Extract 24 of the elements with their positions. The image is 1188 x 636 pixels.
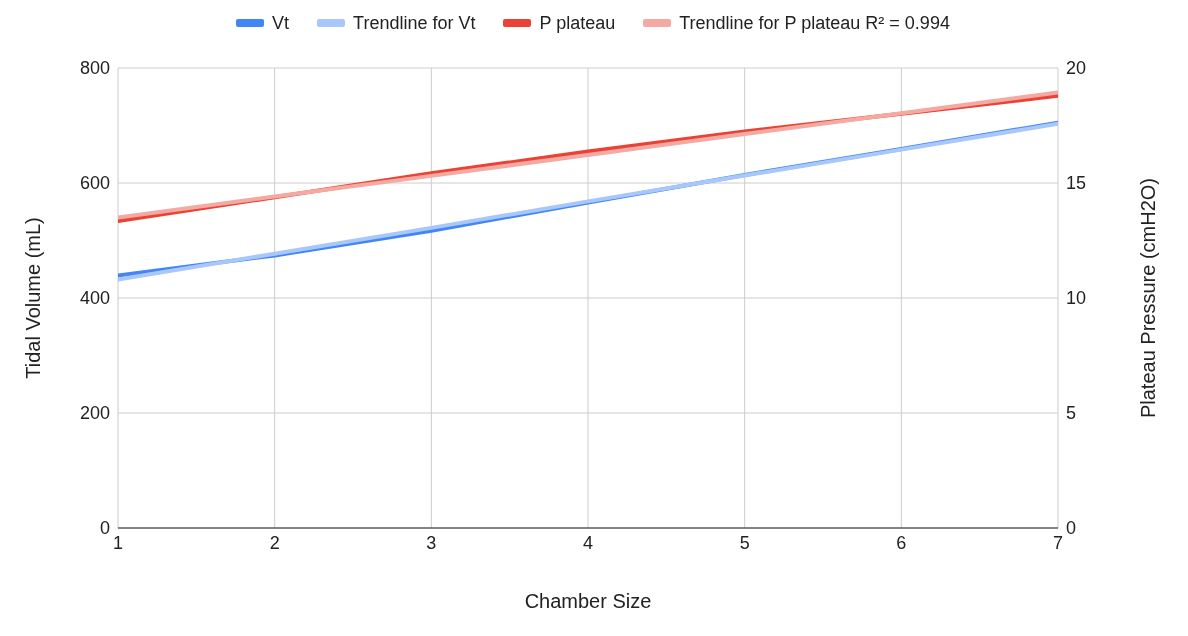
y2-tick-label: 15: [1066, 173, 1087, 194]
legend-label: Trendline for P plateau R² = 0.994: [679, 12, 950, 34]
y-tick-label: 400: [79, 288, 110, 309]
legend-label: P plateau: [539, 12, 616, 34]
x-tick-label: 7: [1052, 532, 1064, 553]
y-tick-label: 0: [99, 518, 110, 539]
x-tick-label: 5: [739, 532, 750, 553]
x-tick-label: 4: [582, 532, 594, 553]
y2-tick-label: 10: [1066, 288, 1087, 309]
x-tick-label: 1: [112, 532, 124, 553]
y2-axis-title: Plateau Pressure (cmH2O): [1137, 177, 1160, 419]
y2-tick-label: 0: [1066, 518, 1077, 539]
x-tick-label: 2: [269, 532, 280, 553]
x-tick-label: 3: [426, 532, 437, 553]
x-axis-title: Chamber Size: [524, 590, 652, 612]
y-tick-label: 600: [79, 173, 110, 194]
y-tick-label: 200: [79, 403, 110, 424]
y-axis-title: Tidal Volume (mL): [22, 217, 45, 379]
x-tick-label: 6: [896, 532, 907, 553]
legend-label: Vt: [272, 12, 290, 34]
y2-tick-label: 20: [1066, 58, 1087, 79]
legend-label: Trendline for Vt: [353, 12, 476, 34]
y-tick-label: 800: [79, 58, 110, 79]
y2-tick-label: 5: [1066, 403, 1077, 424]
